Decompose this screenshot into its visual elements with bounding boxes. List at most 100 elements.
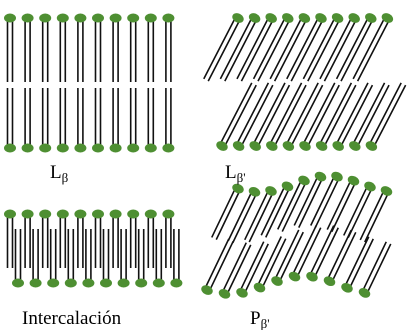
lipid-tail <box>353 83 389 147</box>
lipid-head <box>39 210 51 219</box>
lipid-head <box>74 14 86 23</box>
lipid-head <box>4 210 16 219</box>
lipid-tail <box>237 17 273 81</box>
lipid-tail <box>121 229 126 283</box>
lipid-tail <box>253 83 289 147</box>
lipid-tail <box>220 17 256 81</box>
lipid-tail <box>25 214 30 268</box>
lipid-tail <box>362 242 391 294</box>
lipid-tail <box>60 18 65 82</box>
label-base: P <box>250 308 261 329</box>
lipid-head <box>162 210 174 219</box>
lipid-tail <box>43 18 48 82</box>
lipid-tail <box>78 18 83 82</box>
lipid-tail <box>222 243 251 295</box>
lipid-tail <box>131 88 136 148</box>
lipid-head <box>39 144 51 153</box>
lipid-head <box>100 279 112 288</box>
lipid-head <box>92 144 104 153</box>
lipid-tail <box>113 88 118 148</box>
lipid-tail <box>337 17 373 81</box>
lipid-tail <box>353 17 389 81</box>
lipid-head <box>145 144 157 153</box>
lipid-head <box>4 14 16 23</box>
lipid-tail <box>131 18 136 82</box>
lipid-tail <box>68 229 73 283</box>
lipid-tail <box>131 214 136 268</box>
lipid-tail <box>166 214 171 268</box>
lipid-head <box>12 279 24 288</box>
lipid-head <box>127 144 139 153</box>
lipid-tail <box>96 88 101 148</box>
lipid-tail <box>319 83 355 147</box>
lipid-tail <box>60 88 65 148</box>
lipid-tail <box>25 18 30 82</box>
lipid-head <box>74 144 86 153</box>
lipid-head <box>110 144 122 153</box>
lipid-head <box>170 279 182 288</box>
panel-label: Lβ <box>50 162 69 185</box>
lipid-tail <box>86 229 91 283</box>
lipid-head <box>145 210 157 219</box>
lipid-head <box>4 144 16 153</box>
page: Lβ Lβ' Intercalación Pβ' (() => { const … <box>0 0 407 330</box>
lipid-tail <box>43 214 48 268</box>
lipid-tail <box>43 88 48 148</box>
lipid-tail <box>78 88 83 148</box>
lipid-drawings <box>4 11 406 300</box>
lipid-tail <box>303 83 339 147</box>
lipid-tail <box>344 185 373 237</box>
lipid-head <box>92 210 104 219</box>
lipid-tail <box>148 18 153 82</box>
lipid-tail <box>8 214 13 268</box>
lipid-head <box>22 14 34 23</box>
lipid-head <box>110 210 122 219</box>
lipid-head <box>22 210 34 219</box>
lipid-head <box>162 144 174 153</box>
lipid-head <box>47 279 59 288</box>
lipid-tail <box>270 83 306 147</box>
lipid-head <box>153 279 165 288</box>
label-base: L <box>225 162 237 183</box>
lipid-tail <box>286 83 322 147</box>
lipid-head <box>127 14 139 23</box>
lipid-tail <box>104 229 109 283</box>
panel-label: Lβ' <box>225 162 246 185</box>
lipid-tail <box>166 18 171 82</box>
lipid-tail <box>369 83 405 147</box>
lipid-tail <box>336 83 372 147</box>
lipid-head <box>127 210 139 219</box>
lipid-tail <box>8 88 13 148</box>
lipid-tail <box>16 229 21 283</box>
lipid-tail <box>25 88 30 148</box>
lipid-tail <box>174 229 179 283</box>
lipid-tail <box>204 17 240 81</box>
lipid-phase-diagram: Lβ Lβ' Intercalación Pβ' <box>0 0 407 330</box>
lipid-head <box>145 14 157 23</box>
lipid-tail <box>51 229 56 283</box>
lipid-head <box>65 279 77 288</box>
label-base: L <box>50 162 62 183</box>
lipid-tail <box>360 190 389 242</box>
lipid-head <box>22 144 34 153</box>
lipid-head <box>110 14 122 23</box>
lipid-head <box>57 144 69 153</box>
lipid-tail <box>310 226 339 278</box>
lipid-tail <box>33 229 38 283</box>
lipid-head <box>39 14 51 23</box>
lipid-tail <box>156 229 161 283</box>
lipid-head <box>30 279 42 288</box>
lipid-tail <box>236 83 272 147</box>
lipid-tail <box>220 83 256 147</box>
lipid-tail <box>270 17 306 81</box>
lipid-tail <box>60 214 65 268</box>
lipid-tail <box>254 17 290 81</box>
lipid-head <box>57 210 69 219</box>
lipid-tail <box>139 229 144 283</box>
lipid-tail <box>327 180 356 232</box>
label-sub: β' <box>261 316 270 330</box>
lipid-head <box>57 14 69 23</box>
lipid-tail <box>303 17 339 81</box>
lipid-head <box>74 210 86 219</box>
label-sub: β <box>62 170 69 185</box>
